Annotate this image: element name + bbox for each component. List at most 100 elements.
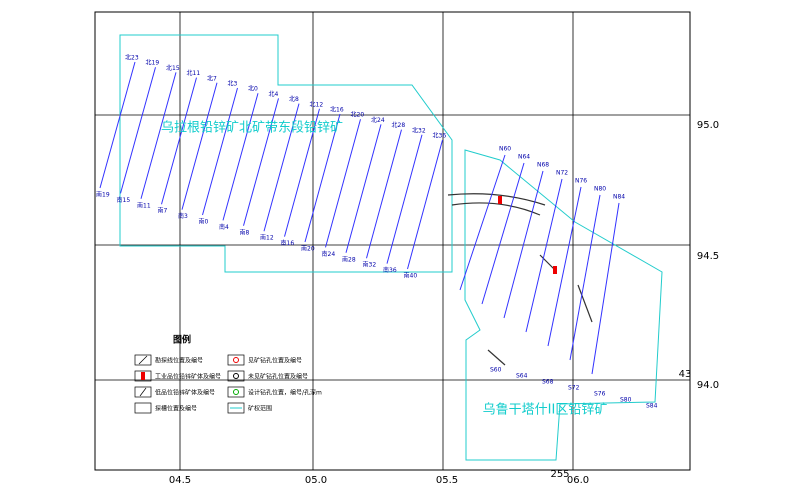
y-label: 94.0	[697, 380, 719, 391]
line-label: 南40	[404, 272, 418, 280]
legend-label: 矿权范围	[248, 405, 272, 413]
line-label: N60	[499, 146, 511, 153]
legend-symbol	[134, 370, 152, 382]
line-label: 南15	[117, 196, 131, 204]
survey-line	[243, 98, 279, 226]
x-label: 05.5	[436, 475, 458, 486]
survey-line	[591, 202, 620, 375]
line-label: 南8	[240, 228, 250, 236]
y-label: 95.0	[697, 120, 719, 131]
legend-symbol	[227, 386, 245, 398]
line-label: N84	[613, 194, 625, 201]
legend-symbol	[227, 370, 245, 382]
line-label: 北20	[351, 111, 365, 119]
line-label: 南28	[342, 255, 356, 263]
survey-line	[407, 139, 443, 270]
line-label: 北4	[269, 90, 279, 98]
line-label: 南32	[363, 261, 377, 269]
line-label: 南3	[178, 212, 188, 220]
line-label: 南7	[158, 207, 168, 215]
legend-label: 勘探线位置及编号	[155, 357, 203, 365]
line-label: N64	[518, 154, 530, 161]
survey-line	[181, 82, 218, 210]
line-label: N80	[594, 186, 606, 193]
line-label: S80	[620, 397, 632, 404]
line-label: 北36	[433, 132, 447, 140]
survey-lines: 北23 南19 北19 南15 北15 南11 北11 南7 北7 南3 北3 南0 北0 南4 北4 南8 北…	[96, 54, 658, 410]
legend-symbol	[134, 386, 152, 398]
legend: 图例 勘探线位置及编号 工业品位铅锌矿体及编号 低品位铅锌矿体及编号 探槽位置及…	[134, 334, 322, 414]
x-label: 06.0	[567, 475, 589, 486]
line-label: 北24	[371, 116, 385, 124]
survey-line	[140, 72, 177, 199]
legend-symbol	[233, 389, 239, 395]
line-label: S84	[646, 403, 658, 410]
legend-label: 未见矿钻孔位置及编号	[248, 373, 308, 381]
survey-line	[325, 119, 361, 248]
legend-label: 低品位铅锌矿体及编号	[155, 389, 215, 397]
line-label: 北23	[125, 54, 139, 62]
legend-symbol	[233, 373, 239, 379]
line-label: 北3	[228, 80, 238, 88]
line-label: 南36	[383, 266, 397, 274]
ore-symbol	[498, 196, 502, 204]
line-label: S60	[490, 367, 502, 374]
legend-label: 探槽位置及编号	[155, 405, 197, 413]
survey-line	[120, 67, 156, 194]
line-label: 北32	[412, 126, 426, 134]
ore-body	[539, 254, 556, 271]
ore-body	[447, 193, 546, 206]
ore-bodies	[447, 193, 593, 366]
legend-symbol	[134, 354, 152, 366]
line-label: 北12	[310, 100, 324, 108]
line-label: 南4	[219, 223, 229, 231]
line-label: N76	[575, 178, 587, 185]
line-label: 北7	[207, 74, 217, 82]
line-label: 北15	[166, 64, 180, 72]
north-title: 乌拉根铅锌矿北矿带东段铅锌矿	[161, 120, 343, 136]
legend-symbol	[141, 372, 145, 380]
line-label: S76	[594, 391, 606, 398]
line-label: 北19	[146, 59, 160, 67]
legend-symbol	[139, 387, 147, 397]
legend-symbol	[138, 355, 148, 365]
legend-label: 见矿钻孔位置及编号	[248, 357, 302, 365]
line-label: 南19	[96, 191, 110, 199]
survey-line	[99, 61, 136, 189]
survey-line	[284, 108, 320, 237]
legend-symbol	[233, 357, 239, 363]
legend-title: 图例	[173, 334, 191, 346]
corner-label: 43	[679, 369, 692, 380]
line-label: S64	[516, 373, 528, 380]
survey-line	[202, 87, 238, 216]
line-label: 南24	[322, 250, 336, 258]
survey-line	[366, 129, 402, 259]
line-label: 北11	[187, 69, 201, 77]
legend-label: 工业品位铅锌矿体及编号	[155, 373, 221, 381]
ore-body	[577, 284, 593, 323]
line-label: 南11	[137, 201, 151, 209]
south-title: 乌鲁干塔什II区铅锌矿	[483, 402, 608, 418]
north-boundary	[119, 34, 453, 273]
legend-label: 设计钻孔位置，编号/孔深m	[248, 389, 322, 397]
y-label: 94.5	[697, 251, 719, 262]
south-boundary	[464, 149, 663, 461]
survey-line	[263, 103, 300, 232]
survey-line	[503, 170, 544, 319]
line-label: 南20	[301, 245, 315, 253]
line-label: 南12	[260, 234, 274, 242]
survey-line	[304, 113, 341, 243]
corner-label: 255	[550, 469, 569, 480]
x-label: 05.0	[305, 475, 327, 486]
survey-line	[525, 178, 563, 333]
line-label: 南16	[281, 239, 295, 247]
legend-symbol	[134, 402, 152, 414]
line-label: 北0	[248, 85, 258, 93]
legend-symbol	[227, 402, 245, 414]
line-label: 南0	[199, 218, 209, 226]
line-label: N68	[537, 162, 549, 169]
survey-line	[161, 77, 197, 205]
map-frame	[94, 11, 691, 471]
survey-line	[386, 134, 423, 264]
